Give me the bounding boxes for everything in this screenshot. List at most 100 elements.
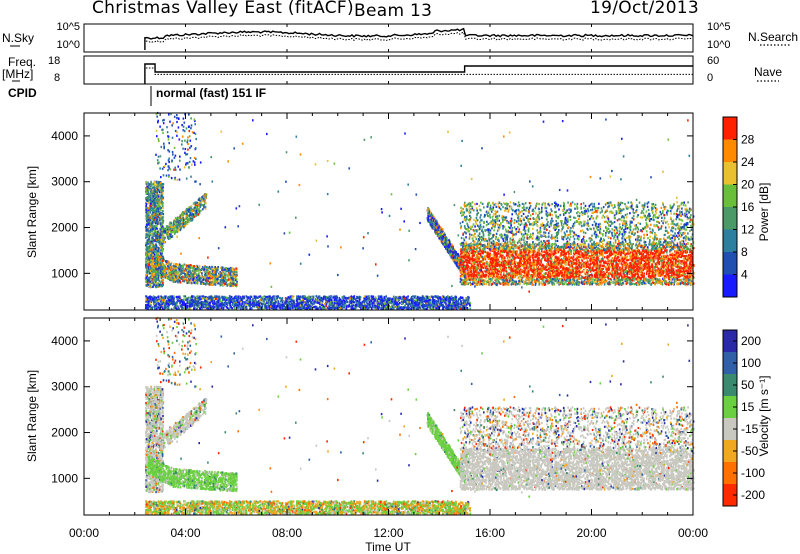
power-cell (145, 259, 147, 261)
power-cell (151, 207, 153, 209)
power-cell (152, 237, 154, 239)
power-cell (145, 264, 147, 266)
power-cell (156, 181, 158, 183)
power-cell (156, 227, 158, 229)
freq-panel-frame (84, 56, 693, 84)
power-cell (151, 192, 153, 194)
nave-line (145, 68, 693, 82)
power-cell (146, 277, 148, 279)
power-cell (163, 216, 165, 218)
power-cell (163, 220, 165, 222)
power-cell (159, 284, 161, 286)
freq-lines (145, 64, 693, 84)
power-cell (156, 282, 158, 284)
power-cell (147, 284, 149, 286)
power-cell (145, 252, 147, 254)
power-cell (152, 222, 154, 224)
power-cell (157, 188, 159, 190)
power-cell (153, 284, 155, 286)
power-cell (162, 223, 164, 225)
power-cell (153, 226, 155, 228)
freq-ytick-right: 60 (707, 55, 719, 67)
power-cell (155, 244, 157, 246)
power-cell (146, 192, 148, 194)
power-cell (162, 210, 164, 212)
power-cell (149, 211, 151, 213)
power-cell (161, 284, 163, 286)
power-cell (158, 181, 160, 183)
power-cell (160, 209, 162, 211)
power-cell (150, 229, 152, 231)
power-cell (154, 204, 156, 206)
power-cell (155, 286, 157, 288)
power-cell (160, 282, 162, 284)
power-cell (155, 212, 157, 214)
power-cell (159, 218, 161, 220)
power-cell (148, 202, 150, 204)
power-cell (156, 202, 158, 204)
power-cell (154, 188, 156, 190)
power-cell (154, 181, 156, 183)
power-cell (148, 207, 150, 209)
power-cell (157, 231, 159, 233)
power-cell (147, 184, 149, 186)
power-cell (146, 182, 148, 184)
noise-ytick-left: 10^5 (56, 21, 80, 33)
power-cell (159, 237, 161, 239)
power-cell (159, 187, 161, 189)
nsky-line (145, 29, 693, 50)
power-cell (157, 238, 159, 240)
power-cell (156, 186, 158, 188)
radar-figure: 10^510^010^510^0 188600 1000200030004000… (0, 0, 800, 554)
power-cell (159, 280, 161, 282)
power-cell (151, 218, 153, 220)
power-cell (153, 213, 155, 215)
power-cell (155, 237, 157, 239)
power-cell (146, 207, 148, 209)
power-cell (146, 216, 148, 218)
power-cell (151, 239, 153, 241)
power-cell (149, 228, 151, 230)
power-cell (153, 273, 155, 275)
power-cell (146, 203, 148, 205)
power-cell (156, 220, 158, 222)
power-cell (150, 225, 152, 227)
power-cell (150, 285, 152, 287)
power-cell (145, 266, 147, 268)
power-cell (146, 281, 148, 283)
power-cell (153, 276, 155, 278)
power-cell (152, 187, 154, 189)
power-cell (150, 247, 152, 249)
power-cell (154, 239, 156, 241)
power-cell (152, 213, 154, 215)
power-cell (158, 241, 160, 243)
power-cell (158, 247, 160, 249)
power-cell (155, 233, 157, 235)
power-cell (147, 247, 149, 249)
power-cell (158, 277, 160, 279)
power-cell (145, 205, 147, 207)
power-cell (154, 217, 156, 219)
power-cell (146, 271, 148, 273)
power-cell (149, 215, 151, 217)
power-cell (146, 233, 148, 235)
power-cell (160, 182, 162, 184)
power-cell (150, 203, 152, 205)
power-cell (158, 222, 160, 224)
power-cell (155, 222, 157, 224)
power-cell (153, 191, 155, 193)
power-cell (154, 246, 156, 248)
power-cell (149, 277, 151, 279)
power-cell (149, 272, 151, 274)
power-cell (156, 197, 158, 199)
power-cell (149, 189, 151, 191)
power-cell (148, 183, 150, 185)
power-scatter (145, 112, 695, 310)
power-cell (148, 221, 150, 223)
power-cell (160, 249, 162, 251)
power-cell (161, 277, 163, 279)
power-cell (159, 206, 161, 208)
power-cell (152, 275, 154, 277)
power-cell (150, 270, 152, 272)
